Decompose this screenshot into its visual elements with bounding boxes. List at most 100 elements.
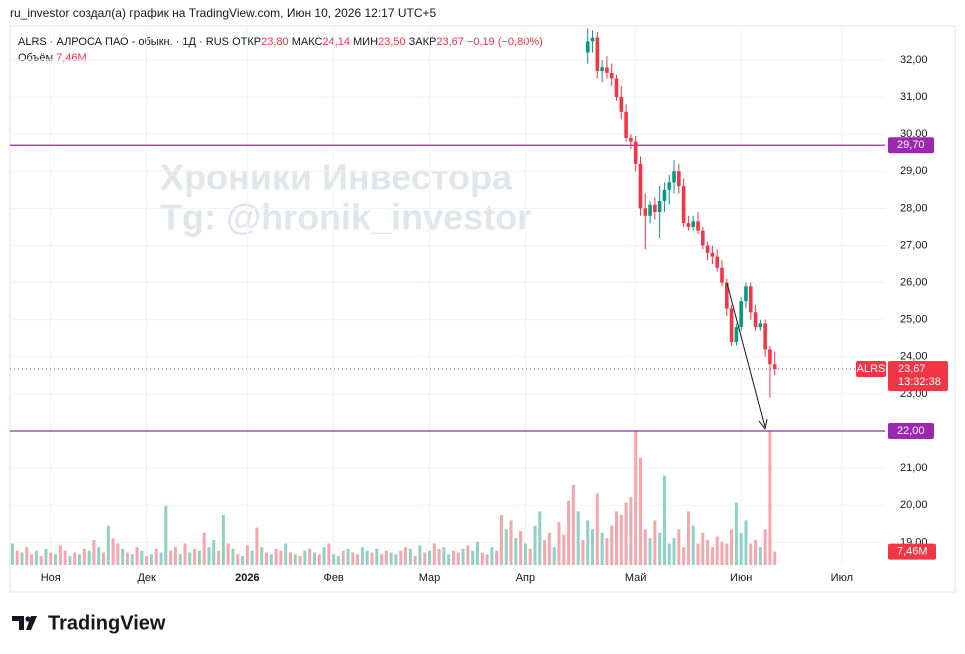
candle-body: [672, 171, 676, 183]
legend-header: ALRS · АЛРОСА ПАО - обыкн. · 1Д · RUS ОТ…: [18, 36, 543, 48]
credit: ru_investor создал(а) график на TradingV…: [10, 6, 437, 20]
volume-bar: [217, 550, 221, 565]
volume-bar: [571, 484, 575, 565]
volume-bar: [662, 475, 666, 565]
volume-bar: [686, 511, 690, 565]
volume-bar: [82, 548, 86, 565]
x-tick-label: 2026: [235, 572, 259, 584]
y-tick-label: 26,00: [900, 276, 928, 288]
volume-bar: [547, 532, 551, 565]
volume-bar: [739, 532, 743, 565]
volume-bar: [528, 548, 532, 565]
volume-bar: [370, 552, 374, 565]
volume-bar: [125, 552, 129, 565]
volume-bar: [677, 529, 681, 565]
candle-body: [729, 308, 734, 342]
volume-bar: [504, 529, 508, 565]
volume-bar: [212, 539, 216, 565]
volume-bar: [308, 548, 312, 565]
volume-bar: [581, 539, 585, 565]
volume-bar: [327, 543, 331, 565]
volume-bar: [284, 543, 288, 565]
candle-body: [763, 323, 767, 350]
candle-body: [643, 208, 648, 216]
volume-bar: [485, 554, 489, 565]
volume-bar: [231, 548, 235, 565]
candle-body: [701, 230, 705, 246]
volume-bar: [111, 538, 115, 565]
volume-bar: [768, 431, 772, 565]
volume-bar: [667, 543, 671, 565]
candle-body: [753, 312, 758, 328]
volume-bar: [691, 525, 695, 565]
volume-bar: [696, 543, 700, 565]
volume-bar: [207, 547, 211, 565]
volume-bar: [624, 502, 628, 565]
volume-bar: [523, 543, 527, 565]
volume-bar: [509, 520, 513, 565]
volume-bar: [394, 554, 398, 565]
volume-bar: [193, 548, 197, 565]
volume-bar: [140, 550, 144, 565]
caption: МИН: [353, 36, 378, 48]
candle-body: [758, 323, 763, 328]
hline-badge: [888, 137, 934, 154]
volume-bar: [499, 514, 503, 565]
symbol: ALRS · АЛРОСА ПАО - обыкн. · 1Д · RUS: [18, 36, 229, 48]
high-value: 24,14: [322, 36, 350, 48]
x-tick-label: Май: [625, 572, 647, 584]
candle-body: [609, 72, 614, 79]
symbol-badge-text: ALRS: [857, 363, 886, 375]
candle-body: [748, 286, 753, 313]
volume-bar: [188, 552, 192, 565]
volume-bar: [447, 554, 451, 565]
volume-bar: [514, 538, 518, 565]
volume-bar: [576, 511, 580, 565]
hline-badge: [888, 423, 934, 440]
candle-body: [720, 267, 724, 283]
volume-bar: [221, 514, 225, 565]
volume-bar: [749, 543, 753, 565]
volume-bar: [288, 552, 292, 565]
volume-bar: [101, 552, 105, 565]
volume-bar: [432, 543, 436, 565]
volume-bar: [360, 547, 364, 565]
volume-bar: [322, 547, 326, 565]
volume-bar: [68, 556, 72, 565]
volume-bar: [63, 550, 67, 565]
volume-bar: [236, 554, 240, 565]
volume-bar: [346, 548, 350, 565]
volume-bar: [351, 552, 355, 565]
caption: Объём: [18, 52, 53, 64]
y-tick-label: 25,00: [900, 314, 928, 326]
volume-bar: [605, 538, 609, 565]
volume-badge: [888, 543, 936, 560]
volume-bar: [763, 529, 767, 565]
countdown-text: 13:32:38: [898, 376, 941, 388]
volume-bar: [380, 554, 384, 565]
volume-bar: [279, 550, 283, 565]
candle-body: [600, 67, 604, 72]
volume-bar: [730, 529, 734, 565]
volume-bar: [629, 497, 633, 565]
volume-bar: [293, 554, 297, 565]
candle-body: [677, 171, 681, 187]
candle-body: [590, 37, 595, 42]
volume-bar: [25, 547, 29, 565]
candle-body: [624, 111, 628, 138]
volume-bar: [317, 554, 321, 565]
volume-bar: [54, 554, 58, 565]
volume-bar: [154, 548, 158, 565]
volume-bar: [226, 543, 230, 565]
change: −0,19 (−0,80%): [467, 36, 543, 48]
volume-bar: [466, 545, 470, 565]
volume-bar: [471, 550, 475, 565]
volume-bar: [701, 532, 705, 565]
volume-bar: [495, 550, 499, 565]
candle-body: [705, 245, 710, 253]
volume-bar: [269, 554, 273, 565]
volume-bar: [116, 543, 120, 565]
arrow-head: [758, 418, 768, 430]
x-tick-label: Фев: [323, 572, 343, 584]
